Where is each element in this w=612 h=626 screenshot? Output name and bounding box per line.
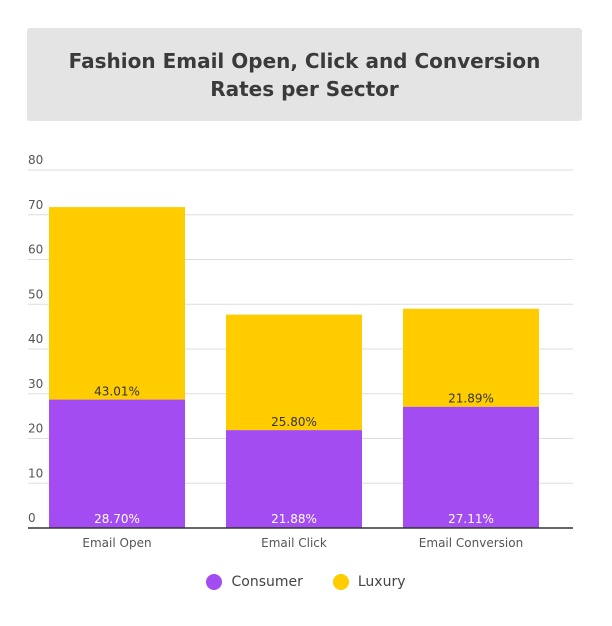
legend-swatch-luxury	[332, 574, 349, 590]
data-label-luxury-1: 25.80%	[271, 415, 317, 429]
chart-title-box: Fashion Email Open, Click and Conversion…	[27, 28, 582, 121]
legend-item-luxury[interactable]: Luxury	[332, 574, 406, 590]
data-label-layer: 28.70% 43.01% 21.88% 25.80% 27.11% 21.89%	[94, 385, 494, 526]
y-tick-label-10: 10	[28, 466, 43, 480]
bar-consumer-2	[403, 406, 539, 528]
data-label-luxury-2: 21.89%	[448, 392, 494, 406]
x-tick-label-0: Email Open	[82, 536, 151, 550]
legend-swatch-consumer	[206, 574, 223, 590]
x-tick-label-1: Email Click	[261, 536, 327, 550]
y-tick-label-50: 50	[28, 287, 43, 301]
axis-layer: 0 10 20 30 40 50 60 70 80 Email Open Email Click Em…	[28, 153, 573, 550]
bar-luxury-2	[403, 308, 539, 407]
bar-consumer-0	[49, 399, 185, 528]
data-label-luxury-0: 43.01%	[94, 385, 140, 399]
y-tick-label-70: 70	[28, 198, 43, 212]
y-tick-label-0: 0	[28, 511, 36, 525]
data-label-consumer-0: 28.70%	[94, 512, 140, 526]
y-tick-label-30: 30	[28, 377, 43, 391]
chart-title: Fashion Email Open, Click and Conversion…	[68, 48, 541, 101]
bar-luxury-0	[49, 207, 185, 400]
y-tick-label-40: 40	[28, 332, 43, 346]
bar-consumer-1	[226, 430, 362, 528]
data-label-consumer-2: 27.11%	[448, 512, 494, 526]
legend: Consumer Luxury	[0, 574, 612, 590]
y-tick-label-80: 80	[28, 153, 43, 167]
data-label-consumer-1: 21.88%	[271, 512, 317, 526]
legend-item-consumer[interactable]: Consumer	[206, 574, 303, 590]
legend-label-consumer: Consumer	[231, 574, 303, 590]
y-tick-label-20: 20	[28, 422, 43, 436]
legend-label-luxury: Luxury	[357, 574, 406, 590]
chart-plot: 28.70% 43.01% 21.88% 25.80% 27.11% 21.89% 0 10…	[28, 153, 573, 550]
x-tick-label-2: Email Conversion	[419, 536, 523, 550]
bar-layer	[49, 207, 539, 528]
bar-luxury-1	[226, 314, 362, 431]
y-tick-label-60: 60	[28, 243, 43, 257]
